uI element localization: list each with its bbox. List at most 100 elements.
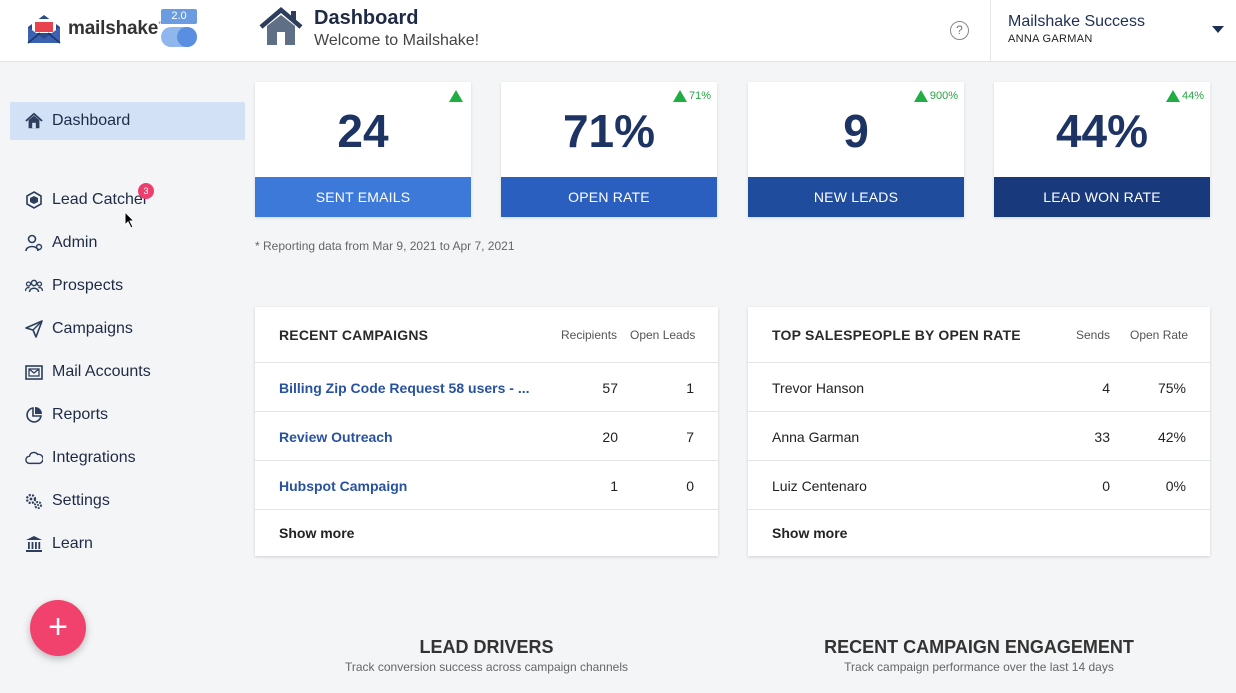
sidebar-item-integrations[interactable]: Integrations bbox=[10, 439, 245, 477]
stat-value: 24 bbox=[337, 105, 389, 157]
column-header-open-leads: Open Leads bbox=[630, 328, 696, 342]
trend-up-icon bbox=[913, 90, 928, 102]
sidebar-item-reports[interactable]: Reports bbox=[10, 396, 245, 434]
help-icon[interactable]: ? bbox=[950, 21, 969, 40]
show-more-salespeople[interactable]: Show more bbox=[772, 525, 848, 541]
sidebar-item-label: Lead Catcher bbox=[52, 191, 149, 208]
pie-chart-icon bbox=[25, 406, 43, 424]
stat-label: SENT EMAILS bbox=[255, 177, 471, 217]
sidebar-item-prospects[interactable]: Prospects bbox=[10, 267, 245, 305]
prospects-group-icon bbox=[25, 277, 43, 295]
open-rate-value: 75% bbox=[1157, 380, 1186, 396]
sends-value: 4 bbox=[1102, 380, 1110, 396]
stat-value: 71% bbox=[562, 105, 656, 157]
stat-card-lead-won-rate[interactable]: 44% 44% LEAD WON RATE bbox=[994, 82, 1210, 217]
open-leads-value: 1 bbox=[686, 380, 694, 396]
panel-title: TOP SALESPEOPLE BY OPEN RATE bbox=[772, 327, 1021, 343]
sidebar-item-dashboard[interactable]: Dashboard bbox=[10, 102, 245, 140]
open-rate-value: 0% bbox=[1165, 478, 1186, 494]
version-switch[interactable]: 2.0 bbox=[161, 9, 197, 47]
panel-title: RECENT CAMPAIGNS bbox=[279, 327, 429, 343]
page-heading: Dashboard Welcome to Mailshake! bbox=[258, 6, 479, 52]
table-row: Trevor Hanson 4 75% bbox=[748, 363, 1210, 412]
reporting-note: * Reporting data from Mar 9, 2021 to Apr… bbox=[255, 239, 515, 253]
recipients-value: 20 bbox=[602, 429, 618, 445]
sidebar: Dashboard Lead Catcher 3 Admin Prospects… bbox=[0, 62, 250, 693]
table-row: Luiz Centenaro 0 0% bbox=[748, 461, 1210, 510]
column-header-recipients: Recipients bbox=[561, 328, 618, 342]
sidebar-item-label: Settings bbox=[52, 492, 110, 509]
open-leads-value: 7 bbox=[686, 429, 694, 445]
paper-plane-icon bbox=[25, 320, 43, 338]
table-row[interactable]: Hubspot Campaign 1 0 bbox=[255, 461, 718, 510]
stat-card-sent-emails[interactable]: 24 SENT EMAILS bbox=[255, 82, 471, 217]
mailshake-envelope-icon bbox=[27, 15, 61, 44]
trend-indicator: 44% bbox=[1165, 90, 1204, 102]
column-header-sends: Sends bbox=[1076, 328, 1111, 342]
sidebar-item-mail-accounts[interactable]: Mail Accounts bbox=[10, 353, 245, 391]
notification-badge: 3 bbox=[138, 183, 154, 199]
sidebar-item-learn[interactable]: Learn bbox=[10, 525, 245, 563]
mailshake-logo[interactable]: mailshake™ bbox=[26, 13, 165, 45]
version-badge: 2.0 bbox=[161, 9, 197, 24]
stat-label: NEW LEADS bbox=[748, 177, 964, 217]
stat-card-open-rate[interactable]: 71% 71% OPEN RATE bbox=[501, 82, 717, 217]
sidebar-item-admin[interactable]: Admin bbox=[10, 224, 245, 262]
sidebar-item-campaigns[interactable]: Campaigns bbox=[10, 310, 245, 348]
table-row: Anna Garman 33 42% bbox=[748, 412, 1210, 461]
sidebar-item-label: Learn bbox=[52, 535, 93, 552]
sidebar-item-settings[interactable]: Settings bbox=[10, 482, 245, 520]
account-name: Mailshake Success bbox=[1008, 13, 1145, 30]
show-more-campaigns[interactable]: Show more bbox=[279, 525, 355, 541]
open-leads-value: 0 bbox=[686, 478, 694, 494]
trend-up-icon bbox=[449, 90, 463, 102]
sidebar-item-label: Admin bbox=[52, 234, 98, 251]
sidebar-item-label: Mail Accounts bbox=[52, 363, 151, 380]
sidebar-item-label: Integrations bbox=[52, 449, 136, 466]
sidebar-item-label: Campaigns bbox=[52, 320, 133, 337]
table-row[interactable]: Billing Zip Code Request 58 users - ... … bbox=[255, 363, 718, 412]
sidebar-item-label: Reports bbox=[52, 406, 109, 423]
sends-value: 33 bbox=[1094, 429, 1110, 445]
account-user: ANNA GARMAN bbox=[1008, 33, 1093, 45]
institution-icon bbox=[25, 535, 43, 553]
gears-icon bbox=[25, 492, 43, 510]
campaign-link[interactable]: Billing Zip Code Request 58 users - ... bbox=[279, 380, 530, 396]
salesperson-name: Anna Garman bbox=[772, 429, 860, 445]
logo-text: mailshake™ bbox=[68, 18, 165, 39]
lead-catcher-icon bbox=[25, 191, 43, 209]
cloud-icon bbox=[25, 449, 43, 467]
salesperson-name: Luiz Centenaro bbox=[772, 478, 867, 494]
campaign-link[interactable]: Hubspot Campaign bbox=[279, 478, 408, 494]
recipients-value: 57 bbox=[602, 380, 618, 396]
admin-user-icon bbox=[25, 234, 43, 252]
sidebar-item-label: Dashboard bbox=[52, 112, 131, 129]
sends-value: 0 bbox=[1102, 478, 1110, 494]
add-new-button[interactable]: + bbox=[30, 600, 86, 656]
sidebar-item-lead-catcher[interactable]: Lead Catcher 3 bbox=[10, 181, 245, 219]
stat-value: 9 bbox=[843, 105, 869, 157]
engagement-title: RECENT CAMPAIGN ENGAGEMENT bbox=[824, 637, 1134, 657]
mail-accounts-icon bbox=[25, 363, 43, 381]
toggle-knob bbox=[177, 27, 197, 47]
table-row[interactable]: Review Outreach 20 7 bbox=[255, 412, 718, 461]
chevron-down-icon[interactable] bbox=[1212, 26, 1224, 33]
trend-up-icon bbox=[1165, 90, 1180, 102]
account-menu[interactable]: Mailshake Success ANNA GARMAN bbox=[990, 0, 1236, 62]
home-icon bbox=[259, 7, 303, 45]
trend-indicator: 900% bbox=[913, 90, 958, 102]
sidebar-item-label: Prospects bbox=[52, 277, 124, 294]
lead-drivers-title: LEAD DRIVERS bbox=[419, 637, 554, 657]
top-salespeople-panel: TOP SALESPEOPLE BY OPEN RATE Sends Open … bbox=[748, 307, 1210, 556]
open-rate-value: 42% bbox=[1157, 429, 1186, 445]
salesperson-name: Trevor Hanson bbox=[772, 380, 865, 396]
stat-card-new-leads[interactable]: 900% 9 NEW LEADS bbox=[748, 82, 964, 217]
top-header: mailshake™ 2.0 Dashboard Welcome to Mail… bbox=[0, 0, 1236, 62]
version-toggle[interactable] bbox=[161, 27, 197, 47]
trend-indicator: 71% bbox=[672, 90, 711, 102]
campaign-link[interactable]: Review Outreach bbox=[279, 429, 393, 445]
recent-campaigns-panel: RECENT CAMPAIGNS Recipients Open Leads B… bbox=[255, 307, 718, 556]
column-header-open-rate: Open Rate bbox=[1130, 328, 1189, 342]
home-icon bbox=[25, 112, 43, 130]
engagement-subtitle: Track campaign performance over the last… bbox=[844, 660, 1114, 674]
